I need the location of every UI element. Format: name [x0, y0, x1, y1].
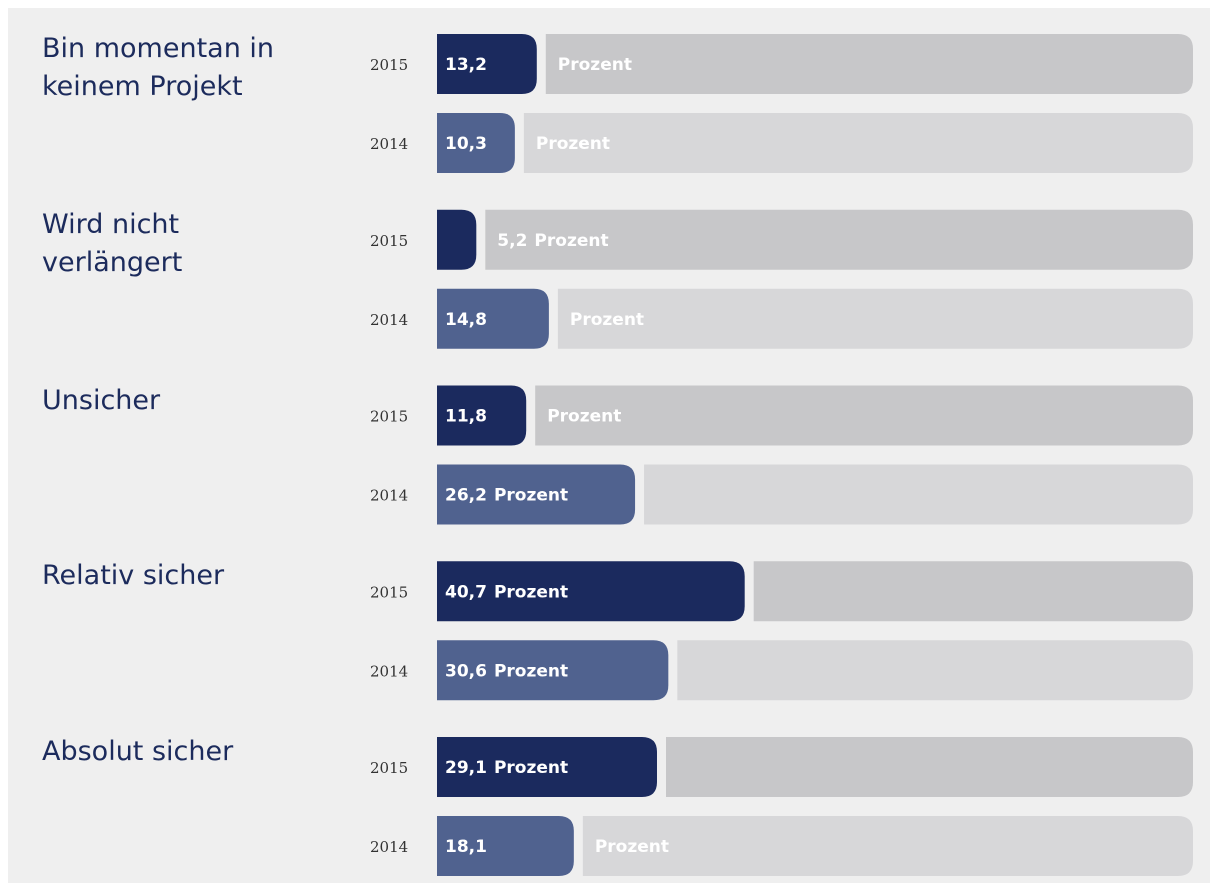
category-label: Unsicher: [42, 384, 161, 416]
track: [535, 385, 1193, 446]
bar: [437, 816, 574, 876]
unit-label: Prozent: [494, 582, 568, 602]
category-label: Absolut sicher: [42, 736, 234, 767]
value-label: 10,3: [445, 134, 487, 154]
track: [753, 561, 1193, 622]
unit-label: Prozent: [558, 55, 632, 75]
unit-label: Prozent: [494, 486, 568, 506]
value-label: 26,2: [445, 486, 487, 506]
series-label: 2014: [370, 311, 408, 329]
category-label: Wird nicht verlängert: [42, 208, 183, 278]
category-label: Relativ sicher: [42, 560, 225, 592]
track: [557, 288, 1193, 349]
track: [677, 640, 1193, 701]
bar: [437, 737, 657, 797]
track: [582, 816, 1193, 876]
bar: [437, 640, 669, 701]
bars: 2015 13,2 Prozent 2014 10,3 Prozent 2015 5,2 Pro…: [370, 34, 1193, 876]
bar: [437, 561, 745, 622]
value-label: 18,1: [445, 837, 487, 857]
value-label: 14,8: [445, 310, 487, 330]
track: [545, 34, 1193, 94]
bar: [437, 209, 477, 270]
value-label: 30,6: [445, 661, 487, 681]
series-label: 2014: [370, 838, 408, 856]
value-label: 13,2: [445, 55, 487, 75]
series-label: 2014: [370, 135, 408, 153]
value-label: 40,7: [445, 582, 487, 602]
bar: [437, 385, 527, 446]
unit-label: Prozent: [536, 134, 610, 154]
unit-label: Prozent: [534, 231, 608, 251]
bar: [437, 288, 549, 349]
track: [485, 209, 1193, 270]
bar: [437, 113, 515, 173]
value-label: 11,8: [445, 407, 487, 427]
series-label: 2015: [370, 56, 408, 74]
unit-label: Prozent: [494, 758, 568, 778]
series-label: 2014: [370, 662, 408, 680]
series-label: 2015: [370, 759, 408, 777]
series-label: 2014: [370, 487, 408, 505]
series-label: 2015: [370, 408, 408, 426]
unit-label: Prozent: [570, 310, 644, 330]
unit-label: Prozent: [494, 661, 568, 681]
track: [523, 113, 1193, 173]
value-label: 29,1: [445, 758, 487, 778]
unit-label: Prozent: [547, 407, 621, 427]
value-label: 5,2: [497, 231, 527, 251]
track: [665, 737, 1193, 797]
track: [644, 464, 1193, 525]
series-label: 2015: [370, 583, 408, 601]
chart: 2015 13,2 Prozent 2014 10,3 Prozent 2015 5,2 Pro…: [8, 8, 1210, 883]
series-label: 2015: [370, 232, 408, 250]
bar: [437, 34, 537, 94]
category-label: Bin momentan in keinem Projekt: [42, 33, 275, 102]
unit-label: Prozent: [595, 837, 669, 857]
bar: [437, 464, 636, 525]
